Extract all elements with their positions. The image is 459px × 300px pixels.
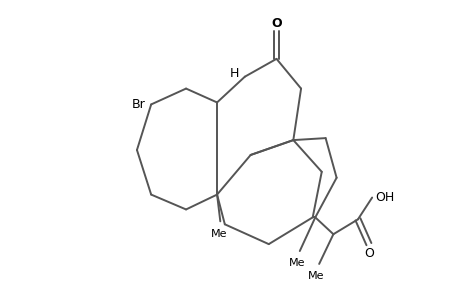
Text: OH: OH [374,191,393,204]
Text: O: O [271,16,281,30]
Text: H: H [230,67,239,80]
Text: O: O [363,247,373,260]
Text: Me: Me [288,259,304,269]
Text: Me: Me [210,229,227,239]
Text: Me: Me [307,272,324,281]
Text: Br: Br [131,98,145,111]
